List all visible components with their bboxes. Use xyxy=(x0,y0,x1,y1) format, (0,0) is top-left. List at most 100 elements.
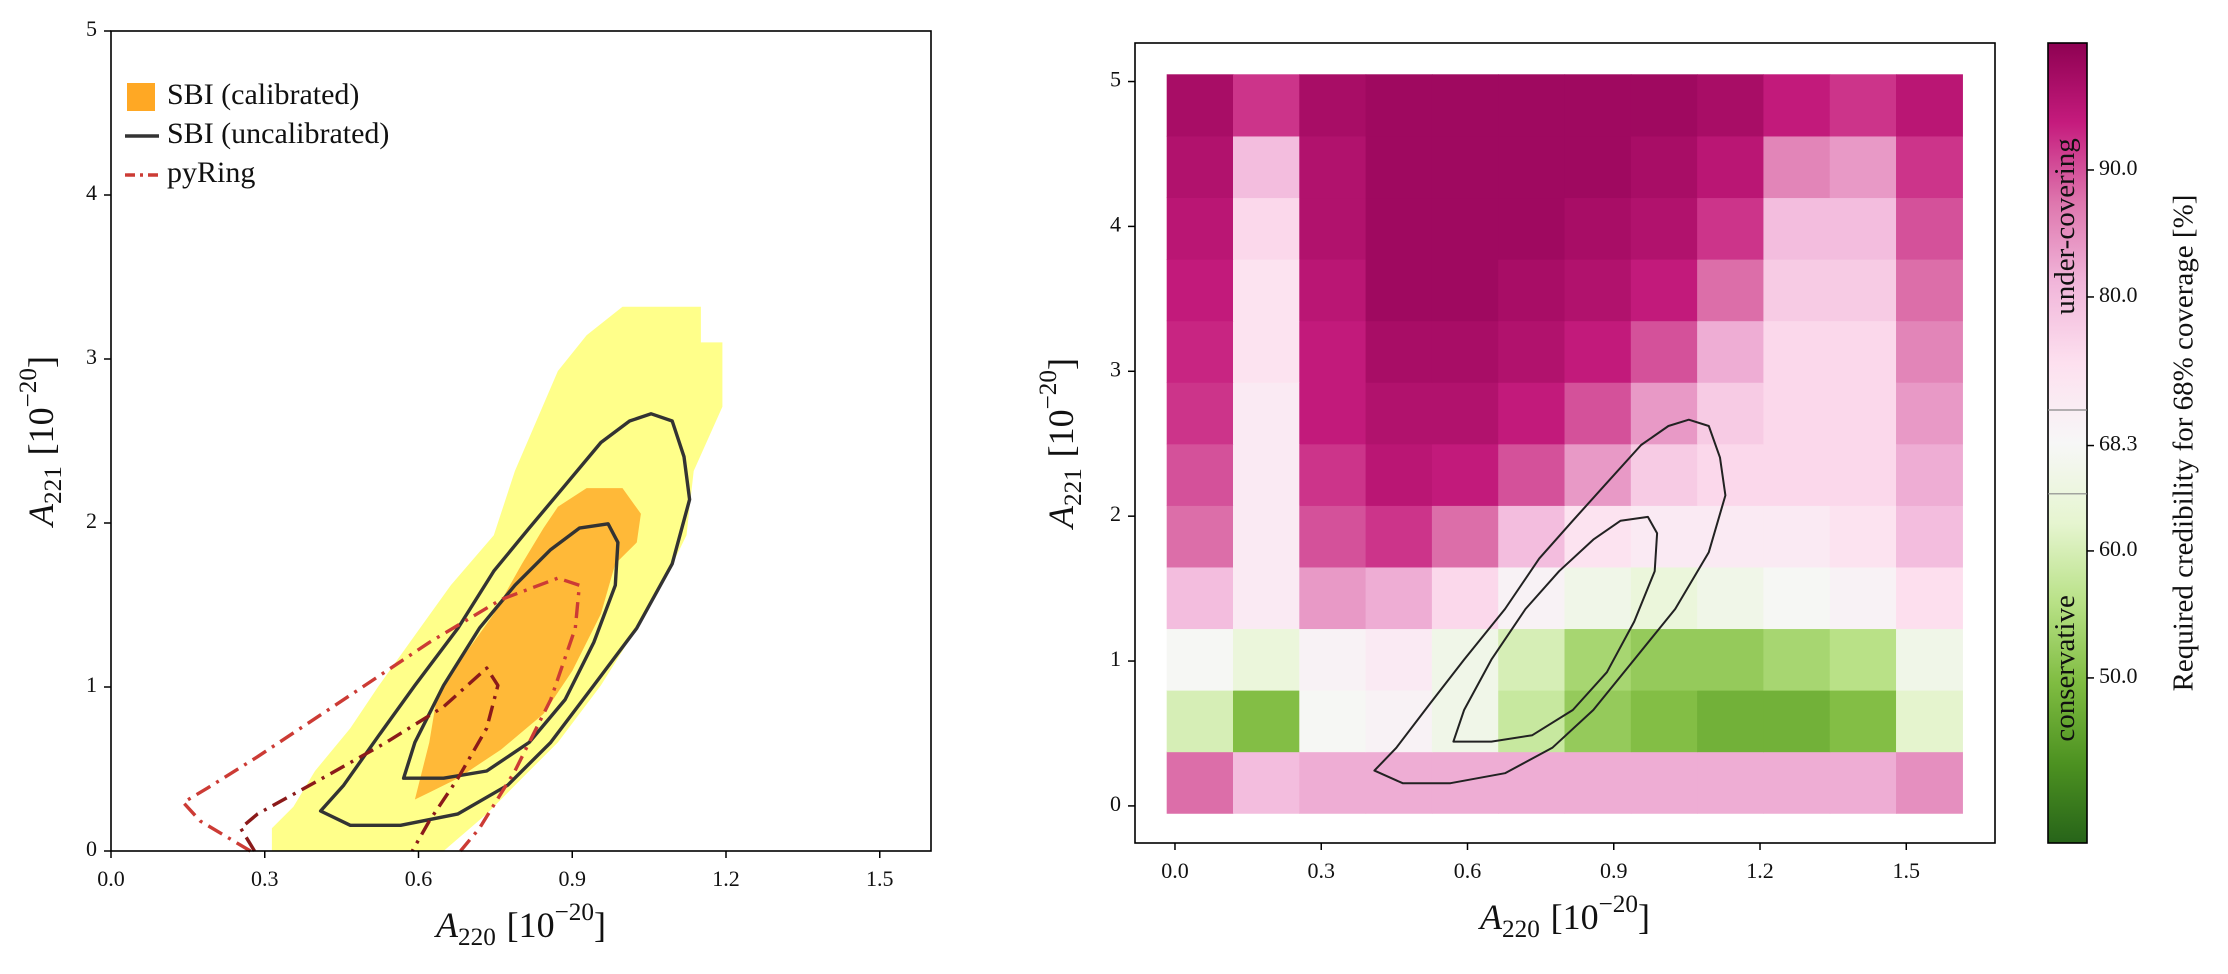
heatmap-cell xyxy=(1896,751,1963,814)
heatmap-cell xyxy=(1564,74,1632,137)
heatmap-cell xyxy=(1763,197,1831,260)
heatmap-cell xyxy=(1697,382,1765,445)
heatmap-cell xyxy=(1829,751,1897,814)
heatmap-cell xyxy=(1896,135,1963,199)
axis-label: A221 [10−20] xyxy=(1035,358,1087,530)
heatmap-cell xyxy=(1630,751,1698,814)
heatmap-cell xyxy=(1166,690,1234,753)
axis-label-part: 220 xyxy=(1502,916,1540,943)
heatmap-cell xyxy=(1564,690,1632,753)
heatmap-cell xyxy=(1697,628,1765,691)
heatmap-cell xyxy=(1763,74,1831,137)
heatmap-cell xyxy=(1896,74,1963,137)
heatmap-cell xyxy=(1564,320,1632,383)
heatmap-cell xyxy=(1829,628,1897,691)
heatmap-cell xyxy=(1896,690,1963,753)
heatmap-cell xyxy=(1498,135,1566,199)
axis-label-part: [10 xyxy=(1551,897,1599,937)
axis-label: A221 [10−20] xyxy=(15,356,67,528)
colorbar-tick-label: 50.0 xyxy=(2099,663,2138,688)
heatmap-cell xyxy=(1630,135,1698,199)
colorbar-tick-label: 80.0 xyxy=(2099,282,2138,307)
heatmap-cell xyxy=(1564,628,1632,691)
axis-label-part: ] xyxy=(1638,897,1650,937)
axis-label-part: −20 xyxy=(1599,891,1638,918)
heatmap-cell xyxy=(1299,197,1367,260)
axis-label-part: [10 xyxy=(1041,409,1081,457)
legend-label: SBI (uncalibrated) xyxy=(167,117,389,150)
heatmap-cell xyxy=(1232,320,1300,383)
heatmap-cell xyxy=(1232,382,1300,445)
heatmap-cell xyxy=(1166,751,1234,814)
heatmap-cell xyxy=(1829,443,1897,506)
axis-label-part: A xyxy=(1478,897,1503,937)
heatmap-cell xyxy=(1232,259,1300,322)
heatmap-cell xyxy=(1564,259,1632,322)
y-tick-label: 1 xyxy=(1110,646,1121,671)
colorbar-tick-label: 68.3 xyxy=(2099,431,2138,456)
heatmap-cell xyxy=(1498,382,1566,445)
heatmap-cell xyxy=(1763,135,1831,199)
heatmap-cell xyxy=(1498,443,1566,506)
heatmap-cell xyxy=(1166,197,1234,260)
contour-line xyxy=(318,412,692,827)
heatmap-cell xyxy=(1896,197,1963,260)
heatmap-cell xyxy=(1630,443,1698,506)
heatmap-cell xyxy=(1829,690,1897,753)
heatmap-cell xyxy=(1697,751,1765,814)
plot-frame xyxy=(110,30,932,852)
heatmap-cell xyxy=(1630,505,1698,568)
contour-line xyxy=(239,666,500,852)
heatmap-cell xyxy=(1166,135,1234,199)
axis-label-part: [10 xyxy=(21,407,61,455)
heatmap-cell xyxy=(1630,320,1698,383)
y-tick-label: 0 xyxy=(1110,791,1121,816)
heatmap-cell xyxy=(1896,443,1963,506)
y-tick-label: 3 xyxy=(1110,356,1121,381)
heatmap-cell xyxy=(1232,443,1300,506)
heatmap-cell xyxy=(1564,382,1632,445)
heatmap-cell xyxy=(1697,135,1765,199)
heatmap-cell xyxy=(1763,566,1831,630)
heatmap-cell xyxy=(1299,505,1367,568)
heatmap-cell xyxy=(1365,259,1433,322)
heatmap-cell xyxy=(1232,566,1300,630)
heatmap-cell xyxy=(1498,320,1566,383)
heatmap-cell xyxy=(1829,259,1897,322)
heatmap-cell xyxy=(1166,74,1234,137)
y-tick-label: 0 xyxy=(86,836,97,861)
heatmap-cell xyxy=(1431,197,1499,260)
heatmap-cell xyxy=(1365,135,1433,199)
heatmap-cell xyxy=(1431,382,1499,445)
heatmap-cell xyxy=(1166,505,1234,568)
heatmap-cell xyxy=(1299,690,1367,753)
x-tick-label: 1.5 xyxy=(1893,858,1921,883)
heatmap-cell xyxy=(1498,259,1566,322)
heatmap-cell xyxy=(1498,628,1566,691)
heatmap-cell xyxy=(1564,197,1632,260)
heatmap-cell xyxy=(1232,74,1300,137)
heatmap-cell xyxy=(1166,382,1234,445)
heatmap-cell xyxy=(1166,443,1234,506)
heatmap-cell xyxy=(1697,505,1765,568)
y-tick-label: 1 xyxy=(86,672,97,697)
heatmap-cell xyxy=(1763,505,1831,568)
plot-frame xyxy=(1134,42,1996,844)
heatmap-cell xyxy=(1498,197,1566,260)
heatmap-cell xyxy=(1299,751,1367,814)
heatmap-cell xyxy=(1232,751,1300,814)
colorbar-annotation: conservative xyxy=(2049,595,2081,742)
heatmap-cell xyxy=(1365,505,1433,568)
y-tick-label: 5 xyxy=(86,16,97,41)
legend-swatch xyxy=(127,83,155,111)
heatmap-cell xyxy=(1697,690,1765,753)
legend-label: pyRing xyxy=(167,156,255,189)
heatmap-cell xyxy=(1896,628,1963,691)
axis-label-part: ] xyxy=(21,356,61,368)
y-tick-label: 4 xyxy=(1110,211,1121,236)
contour-line xyxy=(1452,515,1659,743)
x-tick-label: 0.0 xyxy=(1161,858,1189,883)
heatmap-cell xyxy=(1630,197,1698,260)
heatmap-cell xyxy=(1166,628,1234,691)
